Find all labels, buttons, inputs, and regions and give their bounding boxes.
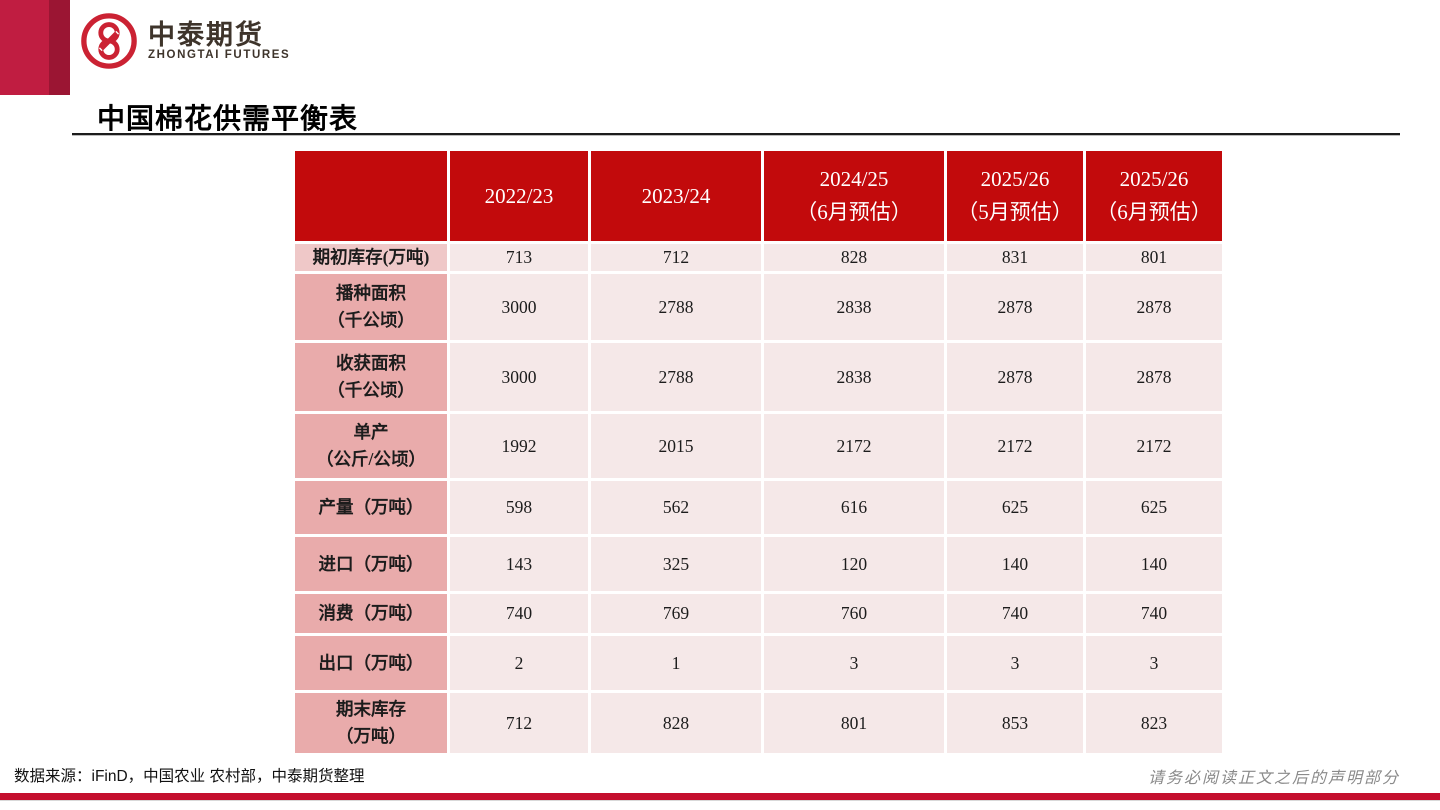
disclaimer-note: 请务必阅读正文之后的声明部分	[1147, 770, 1400, 787]
cell-value: 2172	[764, 414, 944, 479]
col-header-2025-26-jun: 2025/26 （6月预估）	[1086, 151, 1222, 241]
col-header-2023-24: 2023/24	[591, 151, 761, 241]
cell-value: 3	[764, 636, 944, 691]
col-header-2025-26-may: 2025/26 （5月预估）	[947, 151, 1083, 241]
cell-value: 740	[947, 594, 1083, 634]
cell-value: 2838	[764, 343, 944, 412]
cell-value: 2878	[947, 274, 1083, 341]
cell-value: 3	[947, 636, 1083, 691]
page-title: 中国棉花供需平衡表	[97, 103, 359, 134]
row-label: 期末库存 （万吨）	[295, 693, 447, 754]
cell-value: 1992	[450, 414, 588, 479]
cell-value: 712	[450, 693, 588, 754]
row-label: 收获面积 （千公顷）	[295, 343, 447, 412]
cotton-balance-table: 2022/23 2023/24 2024/25 （6月预估） 2025/26 （…	[292, 148, 1225, 756]
cell-value: 2788	[591, 274, 761, 341]
table-row-yield: 单产 （公斤/公顷） 1992 2015 2172 2172 2172	[295, 414, 1222, 479]
cell-value: 801	[764, 693, 944, 754]
cell-value: 2	[450, 636, 588, 691]
cell-value: 853	[947, 693, 1083, 754]
cell-value: 598	[450, 481, 588, 535]
bottom-accent-bar	[0, 793, 1440, 801]
cell-value: 760	[764, 594, 944, 634]
cell-value: 828	[591, 693, 761, 754]
cell-value: 140	[947, 537, 1083, 592]
cell-value: 740	[1086, 594, 1222, 634]
cell-value: 625	[947, 481, 1083, 535]
cell-value: 831	[947, 244, 1083, 272]
row-label: 产量（万吨）	[295, 481, 447, 535]
cell-value: 2172	[947, 414, 1083, 479]
cell-value: 769	[591, 594, 761, 634]
row-label: 进口（万吨）	[295, 537, 447, 592]
table-header-row: 2022/23 2023/24 2024/25 （6月预估） 2025/26 （…	[295, 151, 1222, 241]
table-row-planted-area: 播种面积 （千公顷） 3000 2788 2838 2878 2878	[295, 274, 1222, 341]
cell-value: 712	[591, 244, 761, 272]
zhongtai-logo-icon	[81, 13, 137, 69]
title-underline	[72, 133, 1400, 136]
cell-value: 3000	[450, 274, 588, 341]
data-source-note: 数据来源：iFinD，中国农业 农村部，中泰期货整理	[14, 768, 365, 785]
cell-value: 828	[764, 244, 944, 272]
cell-value: 2878	[1086, 343, 1222, 412]
row-label: 期初库存(万吨)	[295, 244, 447, 272]
table-row-exports: 出口（万吨） 2 1 3 3 3	[295, 636, 1222, 691]
cell-value: 713	[450, 244, 588, 272]
row-label: 播种面积 （千公顷）	[295, 274, 447, 341]
cell-value: 625	[1086, 481, 1222, 535]
cell-value: 3	[1086, 636, 1222, 691]
row-label: 消费（万吨）	[295, 594, 447, 634]
row-label: 单产 （公斤/公顷）	[295, 414, 447, 479]
cell-value: 3000	[450, 343, 588, 412]
cell-value: 616	[764, 481, 944, 535]
logo-name-en: ZHONGTAI FUTURES	[148, 49, 291, 62]
cell-value: 2878	[1086, 274, 1222, 341]
cell-value: 140	[1086, 537, 1222, 592]
zhongtai-logo-text: 中泰期货 ZHONGTAI FUTURES	[148, 19, 291, 62]
table-corner-cell	[295, 151, 447, 241]
cell-value: 143	[450, 537, 588, 592]
table-row-beginning-stocks: 期初库存(万吨) 713 712 828 831 801	[295, 244, 1222, 272]
cell-value: 2878	[947, 343, 1083, 412]
cell-value: 2015	[591, 414, 761, 479]
table-row-ending-stocks: 期末库存 （万吨） 712 828 801 853 823	[295, 693, 1222, 754]
cell-value: 2838	[764, 274, 944, 341]
cell-value: 823	[1086, 693, 1222, 754]
col-header-2024-25-jun: 2024/25 （6月预估）	[764, 151, 944, 241]
table-row-production: 产量（万吨） 598 562 616 625 625	[295, 481, 1222, 535]
zhongtai-logo: 中泰期货 ZHONGTAI FUTURES	[80, 12, 290, 70]
corner-accent-dark	[0, 0, 70, 95]
table-row-imports: 进口（万吨） 143 325 120 140 140	[295, 537, 1222, 592]
logo-name-cn: 中泰期货	[148, 19, 264, 50]
corner-accent	[0, 0, 49, 95]
cell-value: 740	[450, 594, 588, 634]
cell-value: 325	[591, 537, 761, 592]
cell-value: 2788	[591, 343, 761, 412]
table-row-consumption: 消费（万吨） 740 769 760 740 740	[295, 594, 1222, 634]
row-label: 出口（万吨）	[295, 636, 447, 691]
cell-value: 801	[1086, 244, 1222, 272]
cell-value: 562	[591, 481, 761, 535]
cell-value: 120	[764, 537, 944, 592]
cell-value: 1	[591, 636, 761, 691]
table-row-harvested-area: 收获面积 （千公顷） 3000 2788 2838 2878 2878	[295, 343, 1222, 412]
cell-value: 2172	[1086, 414, 1222, 479]
col-header-2022-23: 2022/23	[450, 151, 588, 241]
